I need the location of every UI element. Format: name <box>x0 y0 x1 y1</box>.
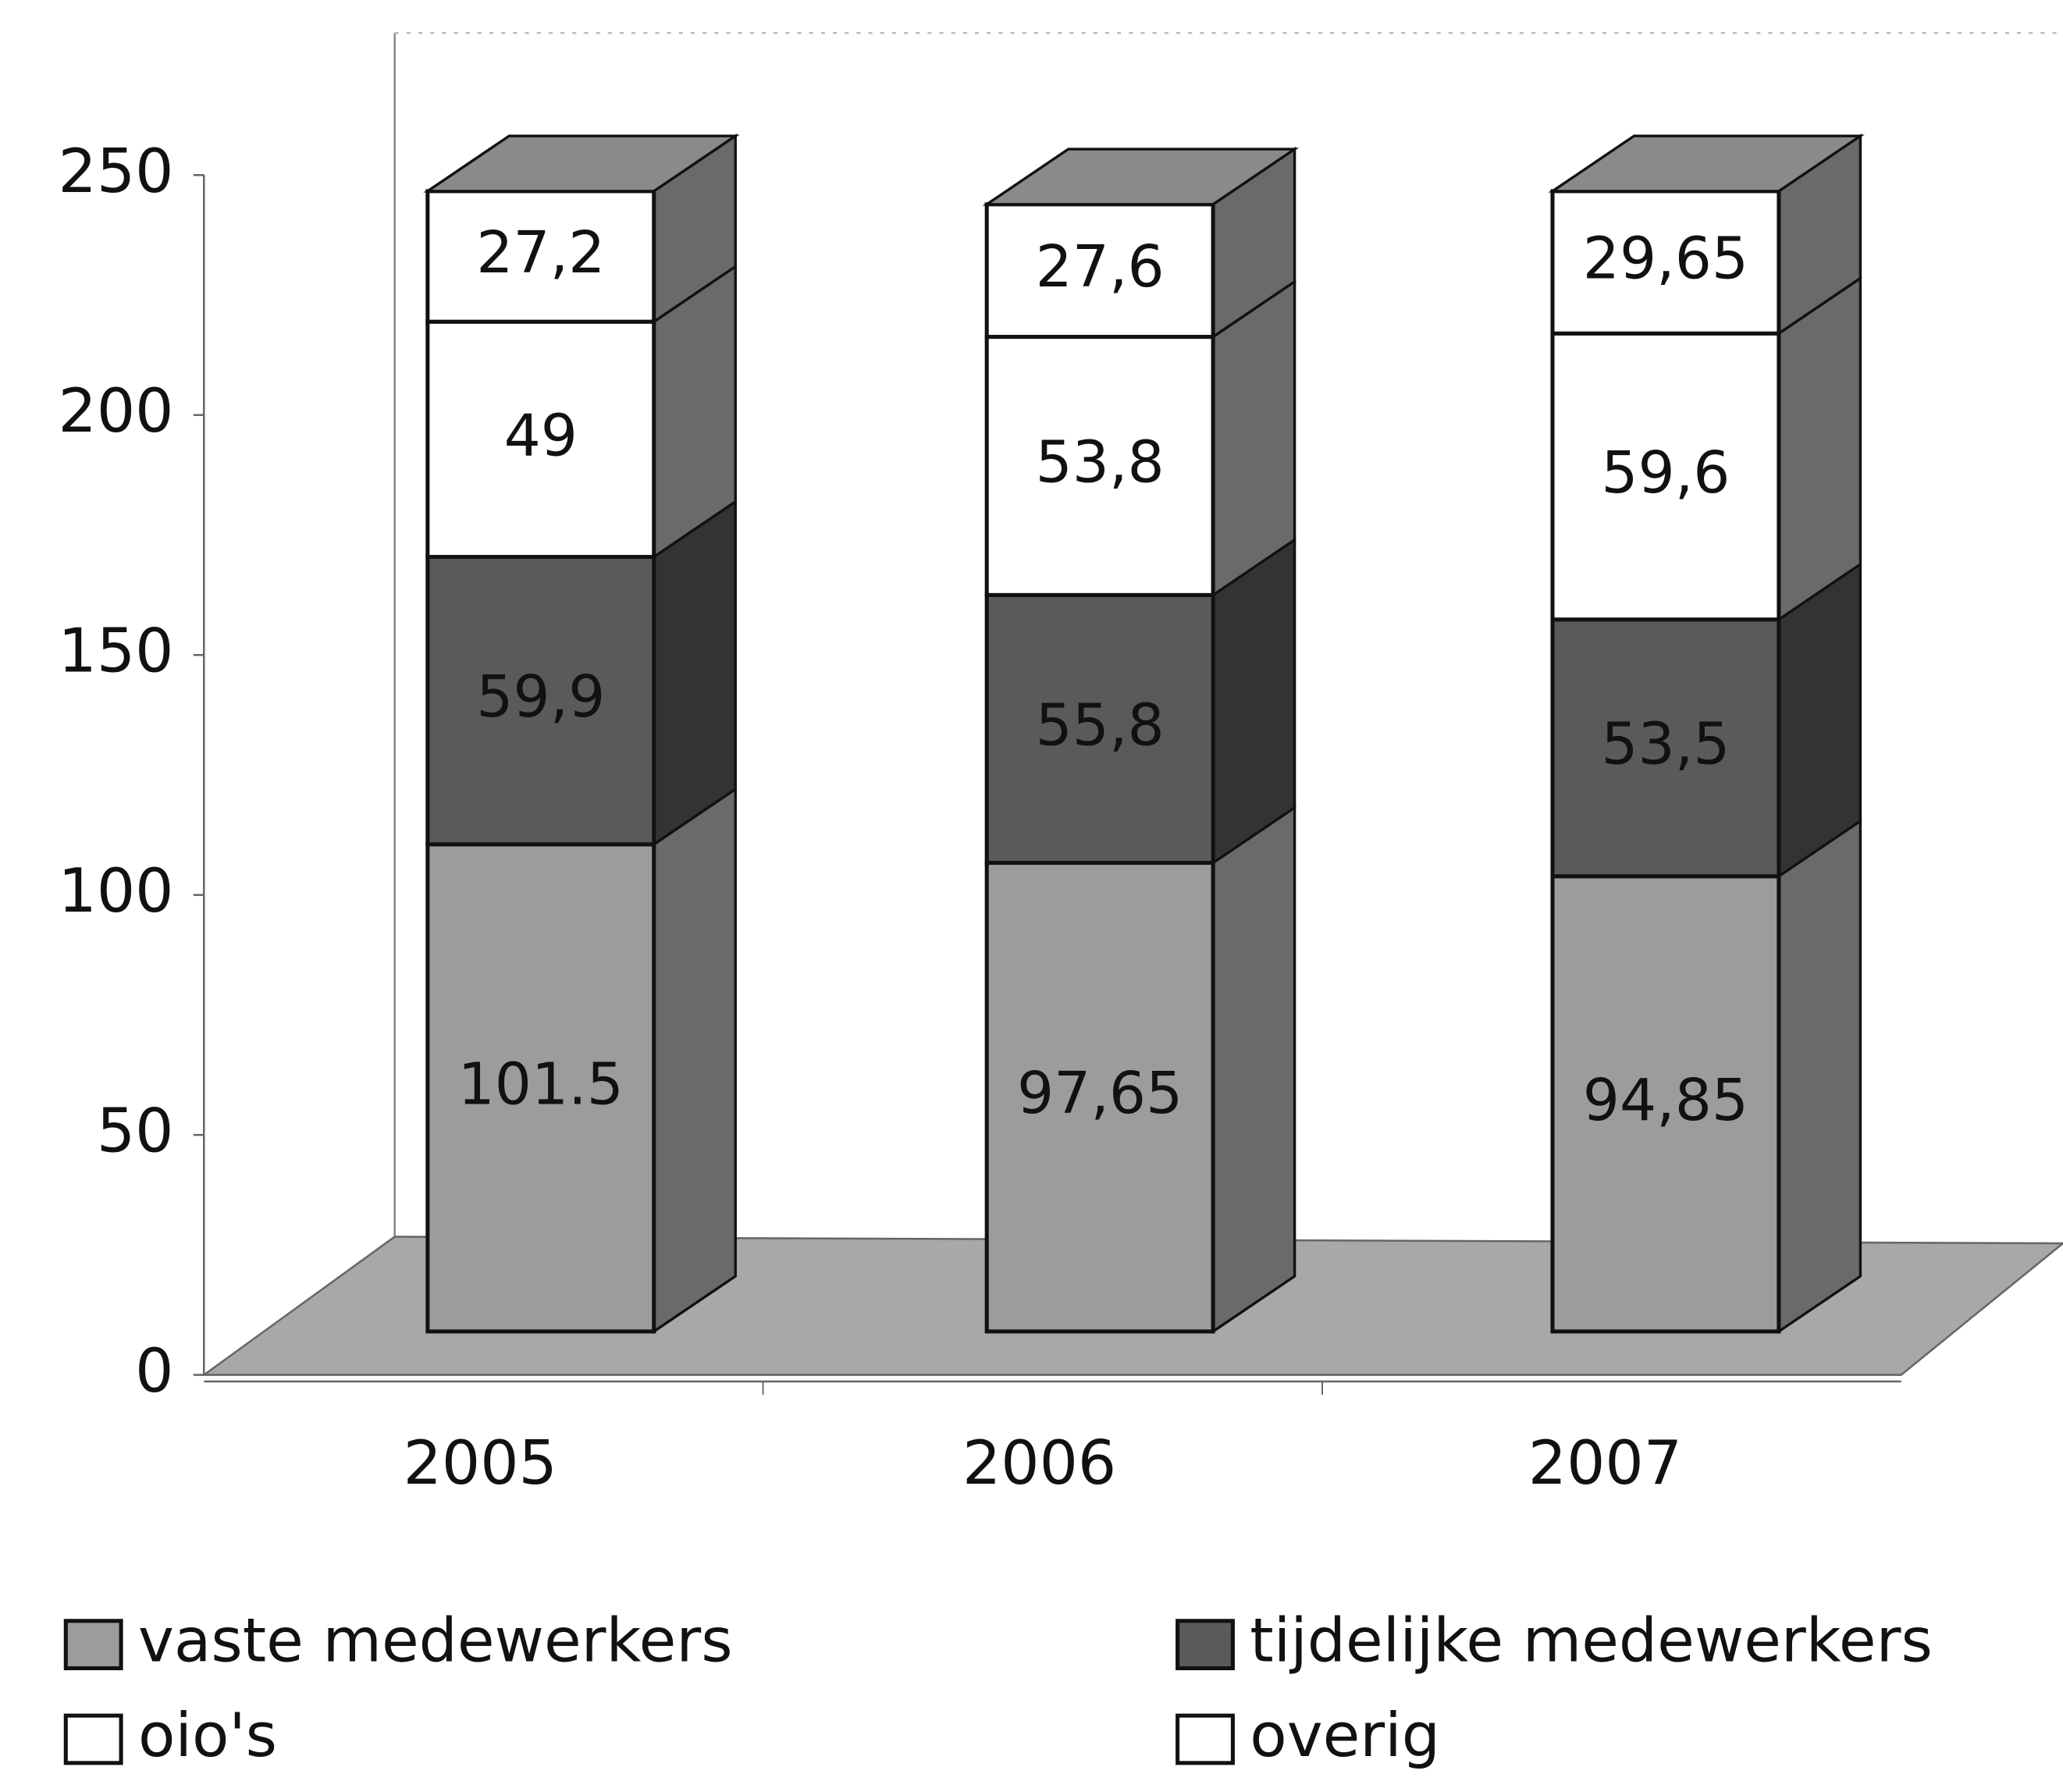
value-label: 27,2 <box>476 219 605 286</box>
y-tick-label: 150 <box>59 617 174 687</box>
legend-swatch <box>1176 1619 1235 1670</box>
bar-side <box>1777 818 1862 1335</box>
y-tick-label: 200 <box>59 376 174 446</box>
value-label: 101.5 <box>458 1051 624 1118</box>
legend-label: oio's <box>138 1701 277 1771</box>
bar-segment <box>425 189 656 324</box>
legend-label: vaste medewerkers <box>138 1606 733 1676</box>
bar-segment <box>425 842 656 1334</box>
bar-top <box>423 134 740 193</box>
value-label: 94,85 <box>1583 1067 1748 1134</box>
value-label: 55,8 <box>1036 692 1165 759</box>
legend-label: tijdelijke medewerkers <box>1250 1606 1933 1676</box>
value-label: 29,65 <box>1583 226 1748 293</box>
bar-segment <box>984 335 1215 597</box>
legend-label: overig <box>1250 1701 1440 1771</box>
bar-segment <box>425 319 656 560</box>
value-label: 53,8 <box>1036 428 1165 496</box>
bar-top <box>982 148 1300 206</box>
y-tick-label: 0 <box>135 1336 173 1406</box>
value-label: 49 <box>504 402 578 469</box>
y-tick-label: 50 <box>97 1097 174 1167</box>
legend-swatch <box>1176 1713 1235 1765</box>
legend-swatch <box>63 1619 123 1670</box>
value-label: 97,65 <box>1017 1060 1183 1127</box>
bar-segment <box>1550 617 1781 879</box>
x-tick-label: 2007 <box>1528 1428 1682 1499</box>
value-label: 59,9 <box>476 663 605 731</box>
value-label: 53,5 <box>1601 711 1730 778</box>
legend-swatch <box>63 1713 123 1765</box>
x-tick-label: 2005 <box>404 1428 557 1499</box>
bar-side <box>653 786 737 1335</box>
x-tick-label: 2006 <box>962 1428 1116 1499</box>
y-tick-label: 100 <box>59 856 174 926</box>
bar-segment <box>1550 331 1781 622</box>
value-label: 59,6 <box>1601 439 1730 507</box>
bar-top <box>1548 134 1865 193</box>
bar-side <box>653 499 737 847</box>
bar-side <box>1777 276 1862 622</box>
bar-segment <box>984 860 1215 1334</box>
value-label: 27,6 <box>1036 233 1165 300</box>
bar-segment <box>425 554 656 847</box>
bar-segment <box>984 202 1215 340</box>
bar-side <box>1211 805 1296 1335</box>
y-tick-label: 250 <box>59 137 174 207</box>
bar-segment <box>984 592 1215 866</box>
bar-segment <box>1550 189 1781 336</box>
